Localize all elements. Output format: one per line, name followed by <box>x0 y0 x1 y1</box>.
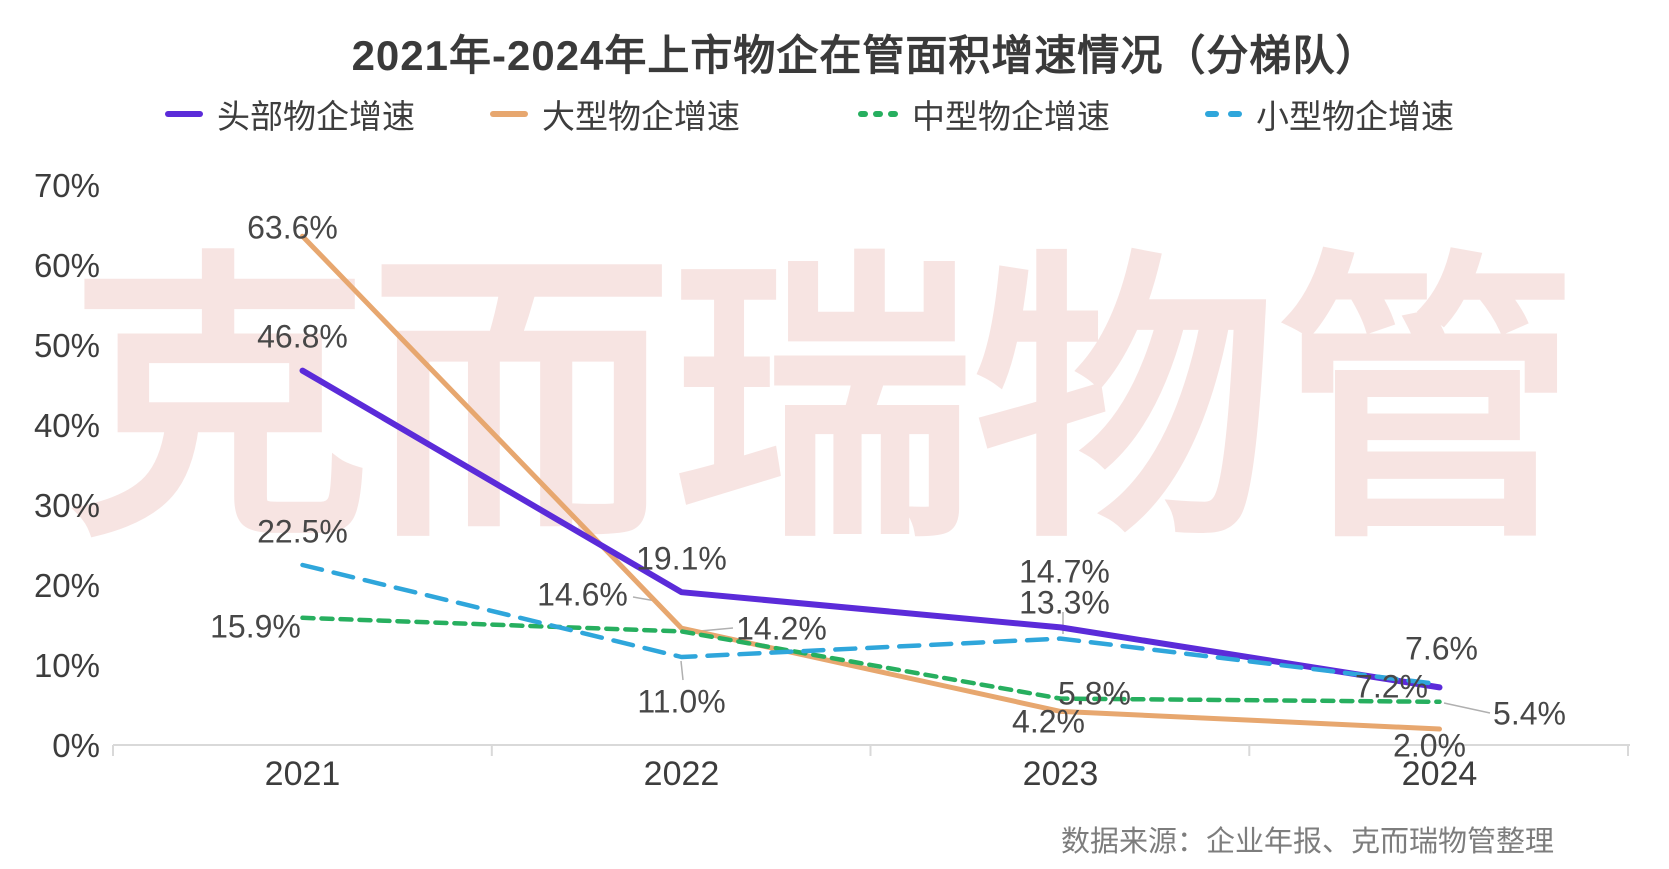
y-tick-label: 20% <box>33 567 100 604</box>
legend-swatch-icon <box>858 111 898 117</box>
y-tick-label: 30% <box>33 487 100 524</box>
data-label: 2.0% <box>1393 727 1466 764</box>
data-label: 22.5% <box>257 513 348 550</box>
data-label: 7.2% <box>1355 668 1428 705</box>
legend-item-2: 大型物企增速 <box>490 92 740 136</box>
label-leader-line <box>1443 702 1491 714</box>
data-label: 19.1% <box>636 540 727 577</box>
data-label: 14.6% <box>537 576 628 613</box>
data-label: 5.4% <box>1493 695 1566 732</box>
legend-label: 中型物企增速 <box>912 98 1110 135</box>
watermark: 克而瑞物管 <box>68 234 1578 571</box>
legend-label: 大型物企增速 <box>542 98 740 135</box>
legend-swatch-icon <box>165 111 203 117</box>
series-line-4 <box>300 562 1442 687</box>
data-label: 5.8% <box>1058 675 1131 712</box>
series-line-2 <box>300 233 1442 732</box>
y-tick-label: 40% <box>33 407 100 444</box>
data-label: 63.6% <box>247 209 338 246</box>
y-tick-label: 10% <box>33 647 100 684</box>
legend-label: 小型物企增速 <box>1256 98 1454 135</box>
y-tick-label: 60% <box>33 247 100 284</box>
label-leader-line <box>680 660 684 681</box>
data-label: 14.7% <box>1019 553 1110 590</box>
x-tick-label: 2022 <box>643 755 720 793</box>
data-label: 46.8% <box>257 318 348 355</box>
series-line-3 <box>300 615 1442 705</box>
series-line-1 <box>299 367 1443 691</box>
data-label: 7.6% <box>1405 630 1478 667</box>
data-label: 14.2% <box>736 610 827 647</box>
source-note: 数据来源：企业年报、克而瑞物管整理 <box>1060 826 1554 858</box>
x-tick-label: 2023 <box>1022 755 1099 793</box>
legend-swatch-icon <box>490 111 528 117</box>
chart-title: 2021年-2024年上市物企在管面积增速情况（分梯队） <box>351 32 1379 79</box>
y-tick-label: 0% <box>52 727 100 764</box>
legend: 头部物企增速 大型物企增速 中型物企增速 小型物企增速 <box>0 92 1669 136</box>
data-label: 11.0% <box>637 683 726 720</box>
legend-item-1: 头部物企增速 <box>165 92 415 136</box>
y-tick-label: 70% <box>33 167 100 204</box>
legend-swatch-icon <box>1205 111 1242 117</box>
legend-label: 头部物企增速 <box>217 98 415 135</box>
x-tick-label: 2021 <box>264 755 341 793</box>
data-label: 4.2% <box>1012 703 1085 740</box>
y-tick-label: 50% <box>33 327 100 364</box>
data-label: 15.9% <box>210 608 301 645</box>
legend-item-3: 中型物企增速 <box>858 92 1110 136</box>
data-label: 13.3% <box>1019 584 1110 621</box>
x-tick-label: 2024 <box>1401 755 1478 793</box>
legend-item-4: 小型物企增速 <box>1205 92 1454 136</box>
